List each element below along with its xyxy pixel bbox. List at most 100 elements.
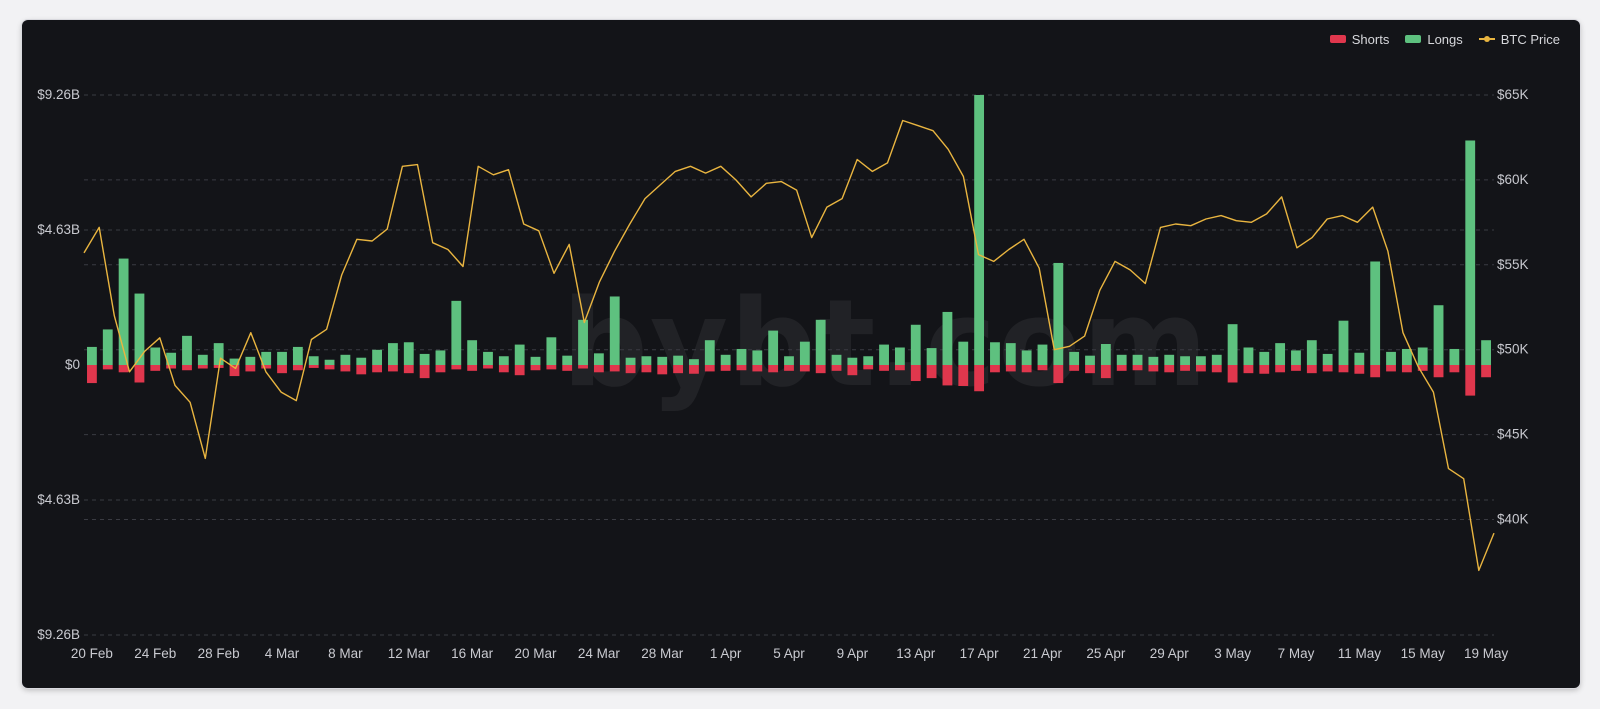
long-bar[interactable] [768, 330, 779, 365]
short-bar[interactable] [388, 365, 398, 372]
long-bar[interactable] [1306, 340, 1317, 365]
short-bar[interactable] [1211, 365, 1222, 373]
short-bar[interactable] [958, 365, 969, 386]
short-bar[interactable] [689, 365, 699, 374]
short-bar[interactable] [609, 365, 620, 372]
short-bar[interactable] [1275, 365, 1286, 373]
short-bar[interactable] [1449, 365, 1460, 373]
long-bar[interactable] [1116, 354, 1127, 365]
long-bar[interactable] [197, 354, 208, 365]
long-bar[interactable] [562, 355, 573, 365]
short-bar[interactable] [102, 365, 113, 370]
long-bar[interactable] [182, 335, 192, 365]
short-bar[interactable] [87, 365, 97, 384]
short-bar[interactable] [483, 365, 493, 369]
long-bar[interactable] [403, 342, 414, 365]
long-bar[interactable] [213, 343, 224, 365]
short-bar[interactable] [514, 365, 525, 376]
long-bar[interactable] [245, 356, 256, 365]
btc-price-line[interactable] [83, 119, 1495, 572]
short-bar[interactable] [720, 365, 731, 371]
long-bar[interactable] [356, 357, 367, 365]
legend-item-shorts[interactable]: Shorts [1329, 32, 1389, 47]
long-bar[interactable] [546, 337, 557, 365]
short-bar[interactable] [641, 365, 652, 373]
short-bar[interactable] [182, 365, 192, 371]
short-bar[interactable] [1354, 365, 1365, 374]
short-bar[interactable] [910, 365, 921, 382]
long-bar[interactable] [578, 319, 588, 365]
legend-item-btc-price[interactable]: BTC Price [1478, 32, 1560, 47]
long-bar[interactable] [736, 348, 747, 365]
long-bar[interactable] [340, 354, 351, 365]
short-bar[interactable] [1322, 365, 1333, 372]
short-bar[interactable] [166, 365, 177, 369]
long-bar[interactable] [1417, 347, 1428, 365]
long-bar[interactable] [1386, 351, 1396, 365]
short-bar[interactable] [704, 365, 715, 372]
short-bar[interactable] [150, 365, 161, 371]
long-bar[interactable] [419, 353, 430, 365]
long-bar[interactable] [451, 300, 462, 365]
short-bar[interactable] [435, 365, 446, 373]
short-bar[interactable] [1100, 365, 1111, 379]
long-bar[interactable] [609, 296, 620, 365]
short-bar[interactable] [1227, 365, 1238, 383]
long-bar[interactable] [926, 348, 937, 365]
short-bar[interactable] [1085, 365, 1095, 374]
long-bar[interactable] [625, 357, 636, 365]
long-bar[interactable] [261, 351, 272, 365]
long-bar[interactable] [150, 347, 161, 365]
long-bar[interactable] [87, 346, 97, 365]
long-bar[interactable] [1322, 353, 1333, 365]
long-bar[interactable] [831, 354, 842, 365]
long-bar[interactable] [134, 293, 145, 365]
long-bar[interactable] [1211, 354, 1222, 365]
short-bar[interactable] [736, 365, 747, 371]
short-bar[interactable] [799, 365, 810, 372]
short-bar[interactable] [1465, 365, 1476, 396]
short-bar[interactable] [1386, 365, 1396, 372]
short-bar[interactable] [863, 365, 874, 370]
short-bar[interactable] [1401, 365, 1412, 373]
short-bar[interactable] [942, 365, 953, 386]
short-bar[interactable] [578, 365, 588, 369]
long-bar[interactable] [1021, 350, 1032, 365]
long-bar[interactable] [1481, 340, 1491, 365]
short-bar[interactable] [1417, 365, 1428, 371]
short-bar[interactable] [229, 365, 240, 377]
long-bar[interactable] [1132, 354, 1143, 365]
long-bar[interactable] [1259, 351, 1270, 365]
long-bar[interactable] [974, 95, 985, 365]
long-bar[interactable] [1291, 350, 1301, 365]
long-bar[interactable] [1069, 351, 1080, 365]
short-bar[interactable] [530, 365, 541, 371]
short-bar[interactable] [815, 365, 826, 374]
short-bar[interactable] [308, 365, 319, 368]
legend-item-longs[interactable]: Longs [1405, 32, 1463, 47]
short-bar[interactable] [1291, 365, 1301, 371]
short-bar[interactable] [1116, 365, 1127, 371]
short-bar[interactable] [1180, 365, 1190, 371]
short-bar[interactable] [356, 365, 367, 375]
short-bar[interactable] [1069, 365, 1080, 371]
short-bar[interactable] [625, 365, 636, 374]
long-bar[interactable] [689, 359, 699, 365]
short-bar[interactable] [118, 365, 129, 373]
long-bar[interactable] [435, 350, 446, 365]
long-bar[interactable] [1243, 347, 1254, 365]
long-bar[interactable] [1354, 352, 1365, 365]
short-bar[interactable] [1259, 365, 1270, 374]
long-bar[interactable] [752, 350, 763, 365]
short-bar[interactable] [245, 365, 256, 372]
short-bar[interactable] [784, 365, 794, 371]
short-bar[interactable] [1243, 365, 1254, 374]
short-bar[interactable] [261, 365, 272, 369]
long-bar[interactable] [118, 258, 129, 365]
long-bar[interactable] [1037, 344, 1048, 365]
long-bar[interactable] [292, 346, 303, 365]
long-bar[interactable] [704, 340, 715, 365]
long-bar[interactable] [1005, 343, 1016, 365]
long-bar[interactable] [720, 354, 731, 365]
long-bar[interactable] [514, 344, 525, 365]
